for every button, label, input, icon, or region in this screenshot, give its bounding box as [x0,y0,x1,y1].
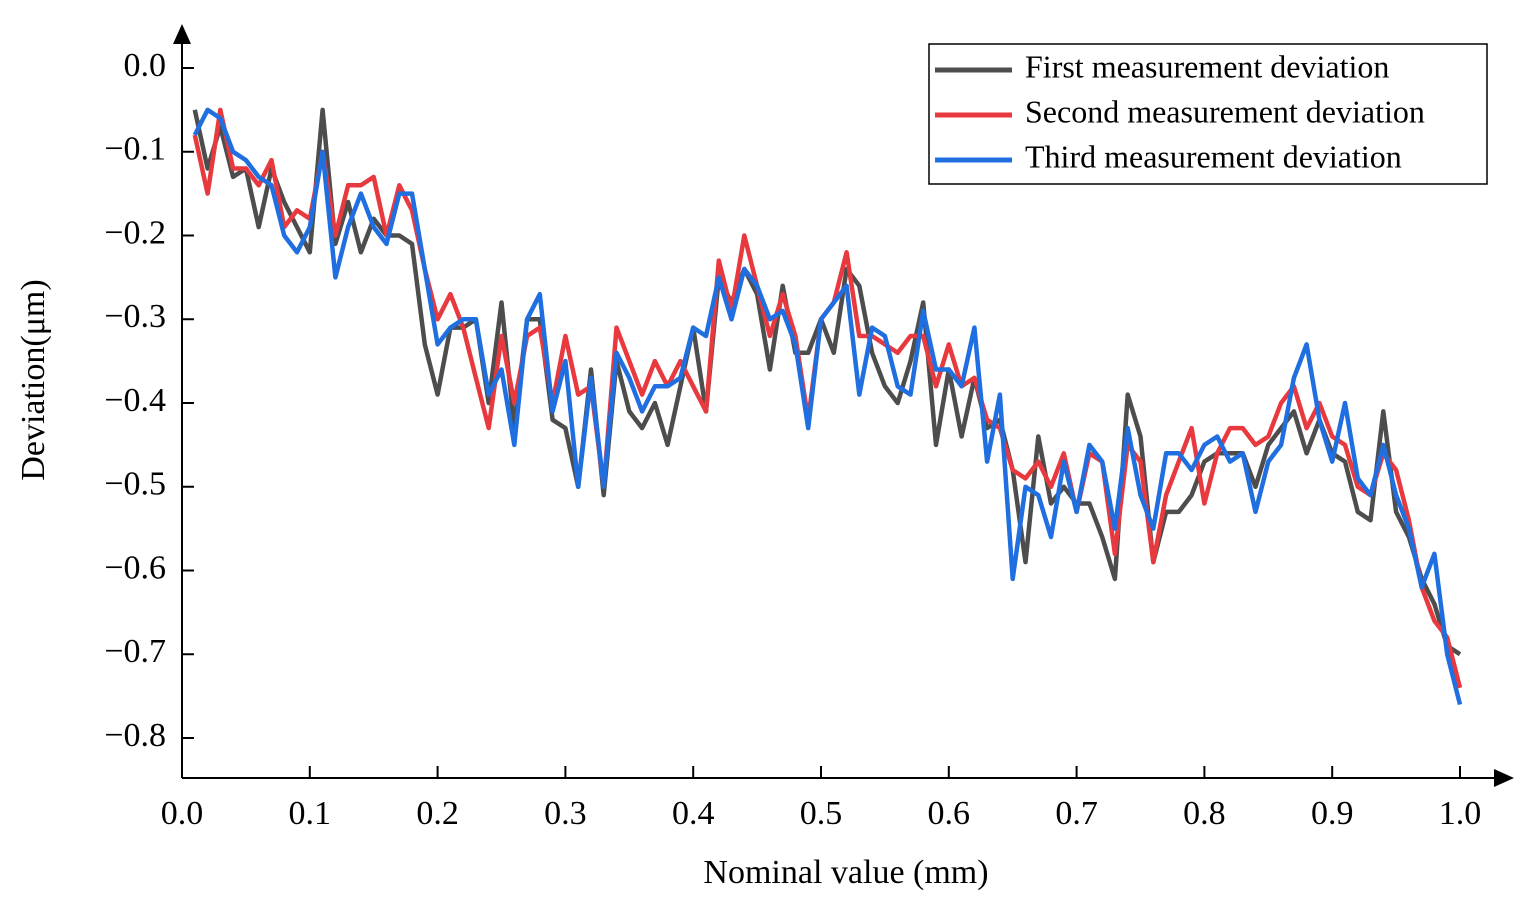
x-tick-label: 0.4 [672,795,715,832]
y-tick-label: −0.8 [104,717,166,754]
y-tick-label: −0.2 [104,214,166,251]
x-tick-label: 0.7 [1055,795,1098,832]
series-line [192,107,1462,657]
x-tick-label: 0.5 [800,795,843,832]
x-tick-label: 0.0 [161,795,204,832]
x-tick-label: 0.9 [1311,795,1354,832]
legend-box [928,43,1488,185]
x-axis-arrow [1494,769,1514,787]
y-tick-label: 0.0 [124,47,167,84]
y-tick-label: −0.5 [104,466,166,503]
x-tick-label: 0.8 [1183,795,1226,832]
x-tick-label: 1.0 [1439,795,1482,832]
y-tick-label: −0.7 [104,633,166,670]
legend-label: Third measurement deviation [1025,138,1402,174]
legend: First measurement deviation Second measur… [928,43,1488,185]
x-axis-label: Nominal value (mm) [703,854,988,891]
x-tick-label: 0.3 [544,795,587,832]
legend-label: First measurement deviation [1025,48,1389,84]
x-tick-label: 0.6 [928,795,971,832]
y-axis-label: Deviation(μm) [15,279,52,480]
x-tick-label: 0.2 [416,795,459,832]
y-tick-label: −0.4 [104,382,166,419]
series-line [192,107,1463,689]
x-tick-label: 0.1 [289,795,332,832]
y-tick-label: −0.6 [104,549,166,586]
y-axis-arrow [173,24,191,44]
series-line [192,107,1463,706]
legend-label: Second measurement deviation [1025,93,1425,129]
y-tick-label: −0.3 [104,298,166,335]
y-tick-label: −0.1 [104,131,166,168]
